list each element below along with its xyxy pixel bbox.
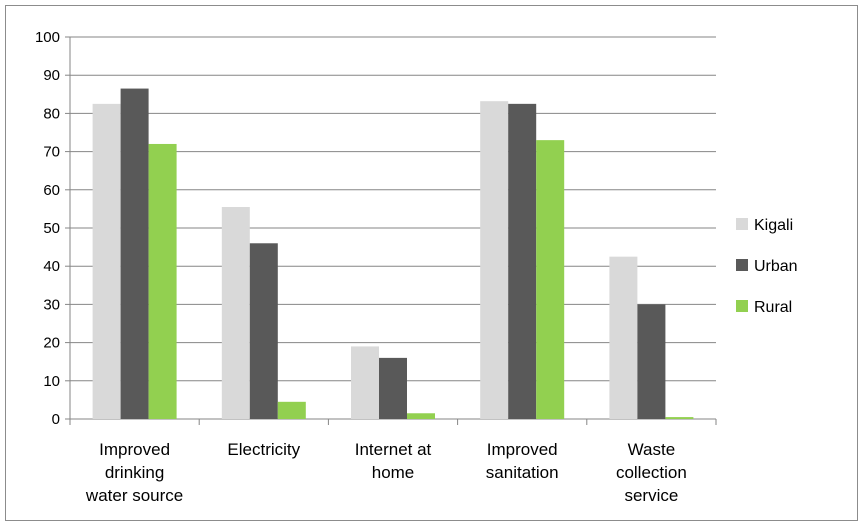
y-tick-label: 80 bbox=[43, 105, 60, 122]
legend-swatch-kigali bbox=[736, 218, 748, 230]
bar-urban bbox=[379, 357, 407, 419]
x-tick-label: Waste bbox=[628, 440, 676, 459]
y-tick-label: 100 bbox=[35, 29, 60, 46]
legend-label-rural: Rural bbox=[754, 299, 792, 316]
x-tick-label: home bbox=[372, 463, 415, 482]
bar-kigali bbox=[92, 103, 121, 419]
x-tick-label: Internet at bbox=[355, 440, 432, 459]
y-tick-label: 20 bbox=[43, 335, 60, 352]
x-tick-label: Improved bbox=[487, 440, 558, 459]
y-tick-label: 40 bbox=[43, 258, 60, 275]
bar-kigali bbox=[609, 256, 638, 419]
legend-swatch-rural bbox=[736, 300, 748, 312]
bar-kigali bbox=[351, 346, 379, 419]
y-tick-label: 90 bbox=[43, 67, 60, 84]
y-tick-label: 10 bbox=[43, 373, 60, 390]
bar-urban bbox=[508, 103, 537, 419]
legend-swatch-urban bbox=[736, 259, 748, 271]
y-tick-label: 70 bbox=[43, 144, 60, 161]
x-tick-label: Improved bbox=[99, 440, 170, 459]
x-tick-label: drinking bbox=[105, 463, 165, 482]
bar-rural bbox=[148, 143, 177, 419]
x-tick-label: service bbox=[624, 486, 678, 505]
x-tick-label: sanitation bbox=[486, 463, 559, 482]
y-tick-label: 0 bbox=[52, 411, 60, 428]
y-tick-label: 30 bbox=[43, 296, 60, 313]
bar-kigali bbox=[221, 206, 250, 419]
bar-rural bbox=[407, 413, 435, 419]
bar-urban bbox=[637, 304, 666, 419]
y-tick-label: 60 bbox=[43, 182, 60, 199]
bar-rural bbox=[665, 417, 694, 419]
y-tick-label: 50 bbox=[43, 220, 60, 237]
legend-label-urban: Urban bbox=[754, 258, 798, 275]
x-tick-label: water source bbox=[85, 486, 183, 505]
bar-urban bbox=[249, 243, 278, 419]
bar-urban bbox=[120, 88, 149, 419]
legend-label-kigali: Kigali bbox=[754, 217, 793, 234]
bar-rural bbox=[277, 401, 306, 419]
x-tick-label: Electricity bbox=[227, 440, 300, 459]
bar-rural bbox=[536, 140, 565, 419]
x-tick-label: collection bbox=[616, 463, 687, 482]
bar-kigali bbox=[480, 101, 509, 420]
